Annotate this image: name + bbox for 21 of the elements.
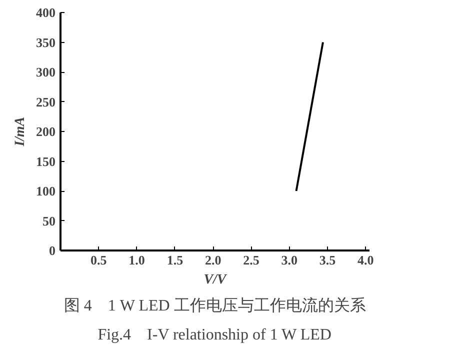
y-tick-label: 350	[36, 34, 56, 50]
y-tick-label: 150	[36, 154, 56, 169]
y-tick-label: 400	[36, 5, 56, 20]
y-tick-label: 100	[36, 184, 56, 198]
x-tick-label: 1.5	[166, 252, 184, 268]
x-tick-label: 3.5	[319, 252, 336, 268]
x-tick-label: 2.0	[204, 252, 222, 268]
caption: Fig.4 I-V relationship of 1 W LED	[98, 326, 332, 344]
x-tick-label: 3.0	[281, 252, 298, 268]
x-tick-label: 0.5	[90, 252, 108, 268]
y-tick-label: 300	[36, 64, 56, 80]
y-tick-label: 250	[36, 94, 56, 110]
x-tick-label: 2.5	[243, 252, 260, 268]
y-tick-label: 0	[49, 243, 56, 258]
y-tick-label: 50	[42, 213, 56, 228]
y-tick-label: 200	[36, 124, 56, 139]
caption: 图 4 1 W LED 工作电压与工作电流的关系	[64, 296, 366, 314]
x-axis-title: V/V	[204, 272, 228, 288]
x-tick-label: 1.0	[128, 252, 145, 268]
y-axis-title: I/mA	[13, 116, 28, 148]
x-tick-label: 4.0	[358, 252, 374, 268]
